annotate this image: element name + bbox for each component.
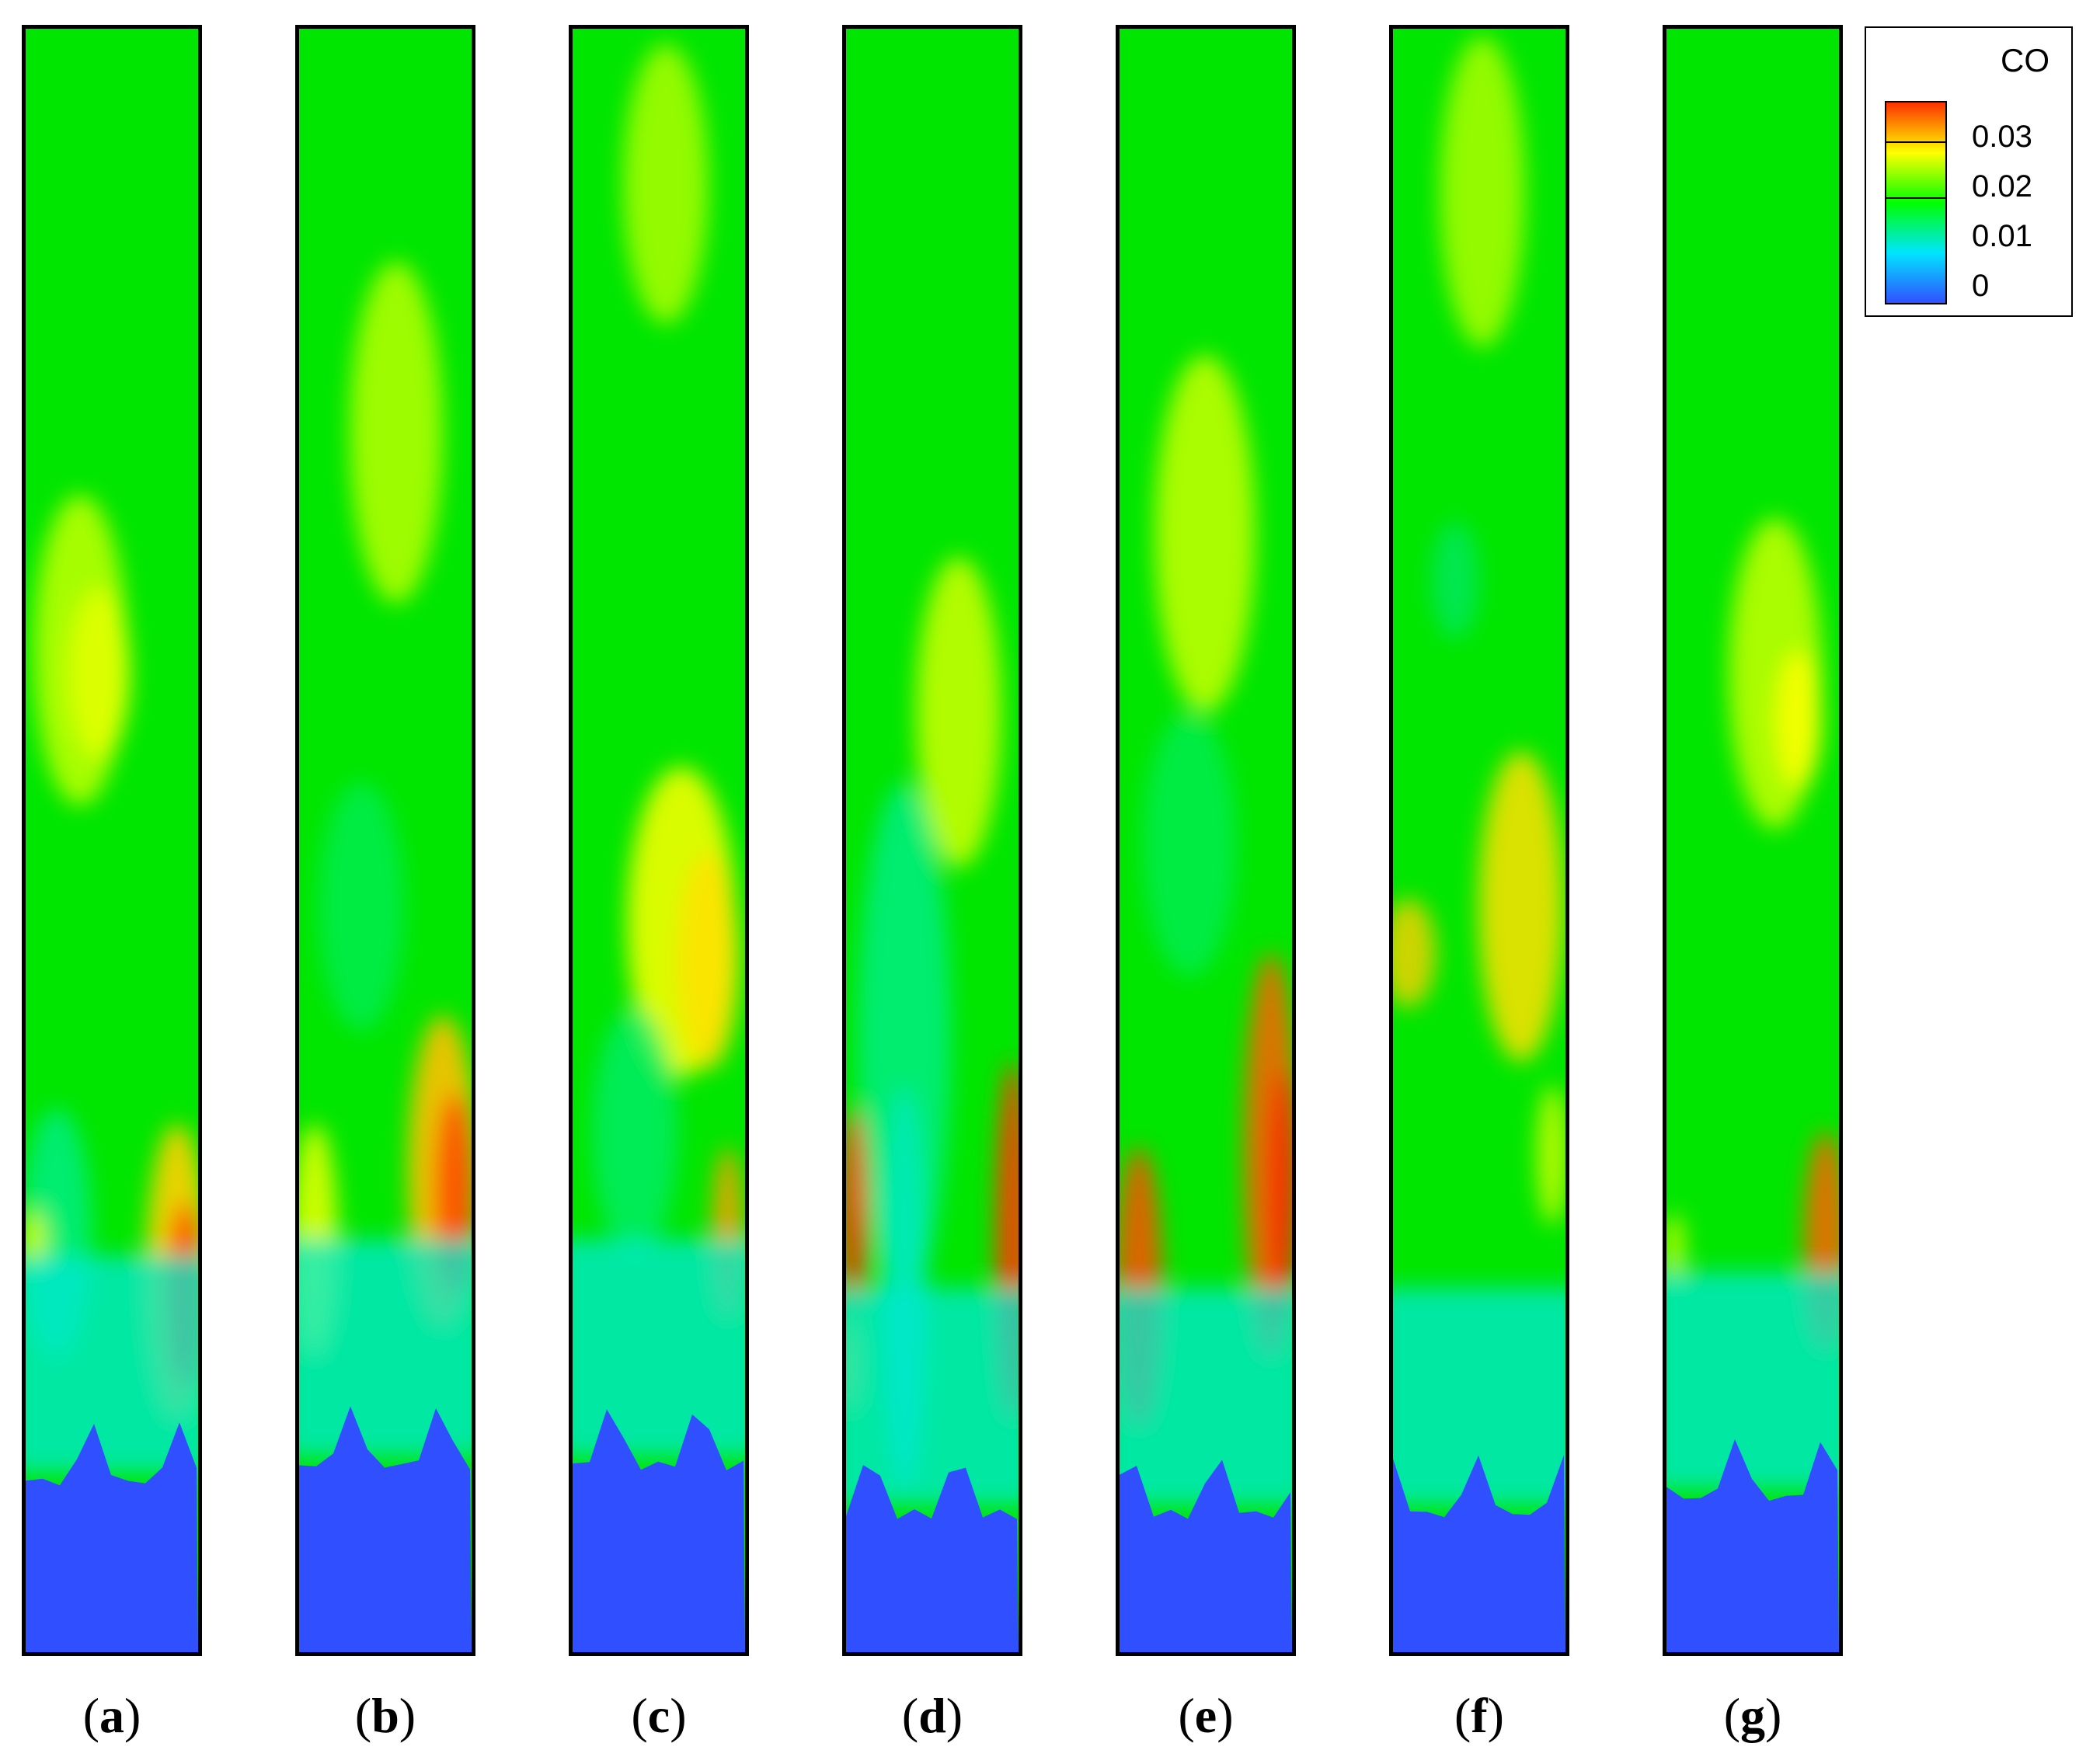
contour-blob xyxy=(916,557,1001,868)
contour-panel-a xyxy=(22,25,202,1656)
contour-blob xyxy=(68,588,131,759)
contour-blob xyxy=(846,1108,868,1310)
contour-field-g xyxy=(1666,29,1839,1652)
fuel-region xyxy=(573,1409,745,1652)
mixing-zone xyxy=(1120,1288,1292,1505)
legend-title: CO xyxy=(2001,42,2049,78)
legend-tick-0: 0 xyxy=(1972,269,1990,303)
color-legend: CO 0.03 0.02 0.01 0 xyxy=(1865,26,2073,317)
contour-panel-b xyxy=(295,25,475,1656)
mixing-zone xyxy=(26,1255,198,1473)
contour-field-b xyxy=(299,29,472,1652)
contour-blob xyxy=(350,262,443,604)
contour-blob xyxy=(1440,37,1525,347)
contour-blob xyxy=(1666,1213,1684,1283)
contour-field-c xyxy=(573,29,745,1652)
mixing-zone xyxy=(846,1288,1019,1505)
mixing-zone xyxy=(573,1239,745,1457)
contour-blob xyxy=(1537,1085,1565,1225)
panel-label-a: (a) xyxy=(82,1688,141,1743)
panel-label-e: (e) xyxy=(1178,1688,1234,1743)
contour-panel-d xyxy=(842,25,1022,1656)
contour-blob xyxy=(623,44,709,324)
panel-label-b: (b) xyxy=(354,1688,416,1743)
contour-blob xyxy=(1775,650,1822,790)
fuel-region xyxy=(846,1465,1019,1652)
fuel-region xyxy=(299,1406,472,1652)
contour-field-d xyxy=(846,29,1019,1652)
contour-blob xyxy=(592,1007,677,1256)
panel-label-c: (c) xyxy=(631,1688,687,1743)
contour-blob xyxy=(1143,712,1236,976)
mixing-zone xyxy=(1666,1272,1839,1490)
legend-tick-0.03: 0.03 xyxy=(1972,120,2032,154)
panel-label-d: (d) xyxy=(901,1688,963,1743)
panel-label-f: (f) xyxy=(1454,1688,1504,1743)
legend-tick-0.01: 0.01 xyxy=(1972,219,2032,253)
contour-panel-g xyxy=(1663,25,1843,1656)
legend-tick-0.02: 0.02 xyxy=(1972,169,2032,204)
fuel-region xyxy=(1120,1460,1292,1652)
contour-panel-c xyxy=(569,25,749,1656)
colorbar xyxy=(1885,101,1947,304)
contour-field-a xyxy=(26,29,198,1652)
colorbar-tick-line xyxy=(1885,197,1947,199)
fuel-region xyxy=(1666,1439,1839,1652)
contour-blob xyxy=(319,782,404,1031)
contour-blob xyxy=(1393,899,1436,1007)
contour-panel-f xyxy=(1389,25,1569,1656)
contour-blob xyxy=(1269,1070,1292,1318)
contour-field-f xyxy=(1393,29,1565,1652)
contour-blob xyxy=(1154,355,1255,712)
contour-panel-e xyxy=(1116,25,1296,1656)
contour-blob xyxy=(677,852,740,1070)
mixing-zone xyxy=(299,1239,472,1457)
contour-field-e xyxy=(1120,29,1292,1652)
contour-blob xyxy=(1432,522,1478,638)
colorbar-tick-line xyxy=(1885,141,1947,143)
fuel-region xyxy=(1393,1455,1565,1652)
contour-blob xyxy=(858,782,951,1295)
contour-blob xyxy=(1478,751,1564,1062)
fuel-region xyxy=(26,1422,198,1652)
panel-label-g: (g) xyxy=(1723,1688,1782,1743)
